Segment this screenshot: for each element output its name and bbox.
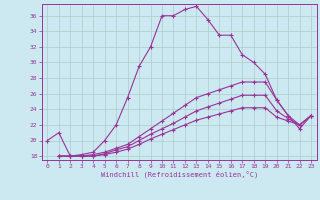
X-axis label: Windchill (Refroidissement éolien,°C): Windchill (Refroidissement éolien,°C) bbox=[100, 171, 258, 178]
